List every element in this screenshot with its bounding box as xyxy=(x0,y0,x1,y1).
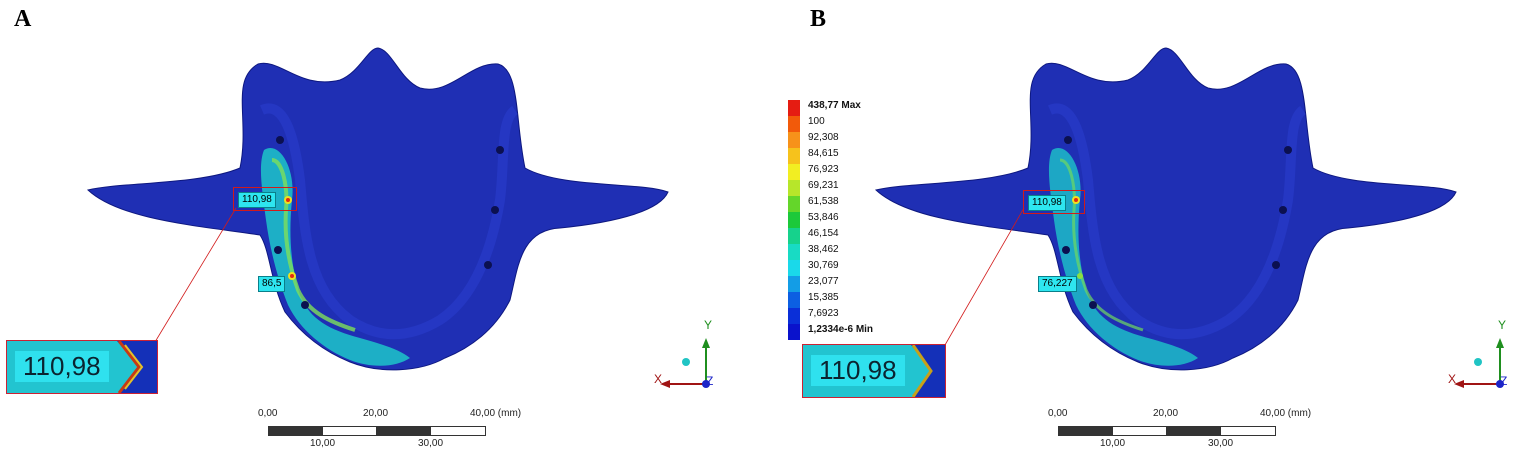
legend-row: 46,154 xyxy=(788,226,898,244)
zoom-value: 110,98 xyxy=(811,355,905,386)
zoom-value: 110,98 xyxy=(15,351,109,382)
legend-swatch xyxy=(788,260,800,276)
legend-row: 92,308 xyxy=(788,130,898,148)
legend-label: 23,077 xyxy=(808,276,839,287)
legend-label: 53,846 xyxy=(808,212,839,223)
legend-swatch xyxy=(788,180,800,196)
legend-row: 38,462 xyxy=(788,242,898,260)
maxilla-stress-model xyxy=(874,47,1504,388)
legend-row: 53,846 xyxy=(788,210,898,228)
legend-label: 76,923 xyxy=(808,164,839,175)
legend-row: 76,923 xyxy=(788,162,898,180)
legend-label: 1,2334e-6 Min xyxy=(808,324,874,335)
legend-row: 7,6923 xyxy=(788,306,898,324)
legend-swatch xyxy=(788,228,800,244)
maxilla-stress-model xyxy=(86,47,710,388)
legend-label: 69,231 xyxy=(808,180,839,191)
probe-highlight-box xyxy=(1023,190,1085,214)
stress-legend: 438,77 Max 100 92,308 84,615 76,923 69,231 61,… xyxy=(788,98,898,340)
scale-label: 40,00 (mm) xyxy=(470,408,522,419)
legend-swatch xyxy=(788,148,800,164)
axis-x-label: X xyxy=(654,372,663,386)
legend-row: 438,77 Max xyxy=(788,98,898,116)
probe-label: 76,227 xyxy=(1038,276,1077,292)
scale-label: 0,00 xyxy=(258,408,278,419)
legend-swatch xyxy=(788,244,800,260)
legend-label: 84,615 xyxy=(808,148,839,159)
scale-label: 30,00 xyxy=(1208,438,1234,449)
scale-label: 20,00 xyxy=(363,408,389,419)
legend-label: 30,769 xyxy=(808,260,839,271)
scale-segment xyxy=(1166,426,1222,436)
panel-a: A 110,98 86,5 xyxy=(6,6,714,454)
scale-segment xyxy=(430,426,486,436)
scale-label: 30,00 xyxy=(418,438,444,449)
panel-letter: A xyxy=(14,6,32,32)
probe-label: 110,98 xyxy=(238,192,276,208)
legend-row: 1,2334e-6 Min xyxy=(788,322,898,340)
legend-row: 61,538 xyxy=(788,194,898,212)
legend-row: 23,077 xyxy=(788,274,898,292)
zoom-inset: 110,98 xyxy=(802,344,946,398)
scale-segment xyxy=(1220,426,1276,436)
legend-swatch xyxy=(788,276,800,292)
legend-label: 61,538 xyxy=(808,196,839,207)
panel-b: B 110,98 76,227 110,98 0,00 20, xyxy=(790,0,1514,455)
legend-label: 38,462 xyxy=(808,244,839,255)
legend-swatch xyxy=(788,100,800,116)
axis-z-label: Z xyxy=(1500,374,1508,388)
scale-bar: 0,00 20,00 40,00 (mm) 10,00 30,00 xyxy=(1048,408,1311,454)
legend-swatch xyxy=(788,132,800,148)
legend-row: 30,769 xyxy=(788,258,898,276)
probe-highlight-box xyxy=(233,187,297,211)
scale-label: 10,00 xyxy=(310,438,336,449)
probe-label: 110,98 xyxy=(1028,195,1066,211)
legend-swatch xyxy=(788,164,800,180)
panel-letter: B xyxy=(810,6,827,32)
scale-segment xyxy=(376,426,432,436)
legend-row: 15,385 xyxy=(788,290,898,308)
scale-segment xyxy=(1058,426,1114,436)
axis-x-label: X xyxy=(1448,372,1457,386)
axis-y-label: Y xyxy=(704,318,713,332)
legend-row: 100 xyxy=(788,114,898,132)
legend-swatch xyxy=(788,324,800,340)
scale-label: 10,00 xyxy=(1100,438,1126,449)
scale-label: 0,00 xyxy=(1048,408,1068,419)
zoom-inset: 110,98 xyxy=(6,340,158,394)
legend-swatch xyxy=(788,212,800,228)
axis-y-label: Y xyxy=(1498,318,1507,332)
legend-label: 46,154 xyxy=(808,228,839,239)
scale-bar: 0,00 20,00 40,00 (mm) 10,00 30,00 xyxy=(258,408,521,454)
axis-z-label: Z xyxy=(706,374,714,388)
legend-row: 84,615 xyxy=(788,146,898,164)
legend-swatch xyxy=(788,196,800,212)
scale-label: 40,00 (mm) xyxy=(1260,408,1312,419)
legend-swatch xyxy=(788,292,800,308)
scale-segment xyxy=(322,426,378,436)
legend-label: 100 xyxy=(808,116,825,127)
legend-label: 7,6923 xyxy=(808,308,839,319)
scale-segment xyxy=(268,426,324,436)
probe-label: 86,5 xyxy=(258,276,286,292)
legend-label: 92,308 xyxy=(808,132,839,143)
legend-row: 69,231 xyxy=(788,178,898,196)
scale-label: 20,00 xyxy=(1153,408,1179,419)
legend-label: 15,385 xyxy=(808,292,839,303)
legend-swatch xyxy=(788,308,800,324)
scale-segment xyxy=(1112,426,1168,436)
legend-label: 438,77 Max xyxy=(808,100,861,111)
legend-swatch xyxy=(788,116,800,132)
